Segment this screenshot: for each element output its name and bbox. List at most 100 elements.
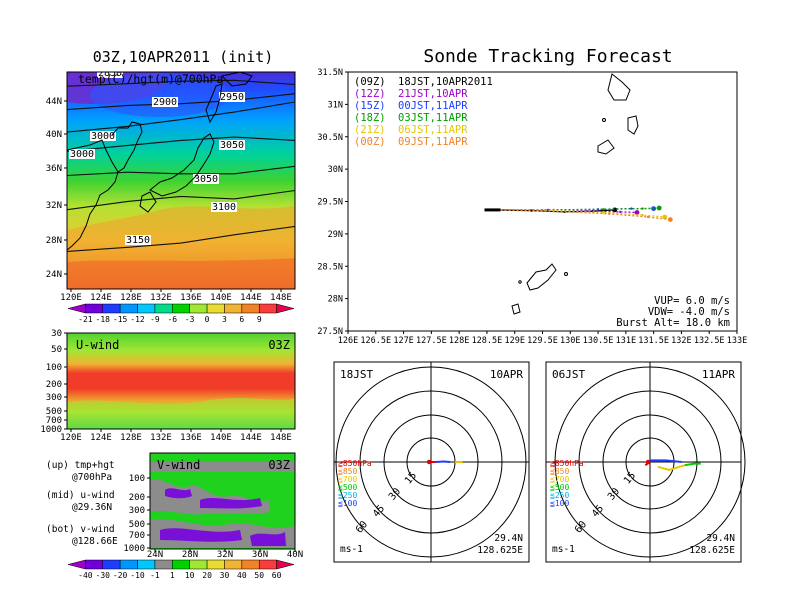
- colorbar-swatch: [154, 559, 173, 570]
- lon-tick-label: 144E: [240, 293, 262, 303]
- contour-label-bg: [211, 202, 237, 212]
- lon-tick-label: 127.5E: [416, 336, 447, 346]
- contour-label: 3050: [194, 174, 218, 185]
- v-wind-purple-patches: [160, 488, 286, 546]
- contour-label: 3000: [70, 149, 94, 160]
- u-wind-label: U-wind: [76, 338, 119, 352]
- polar-unit: ms-1: [552, 544, 575, 555]
- polar-lat: 29.4N: [494, 533, 523, 544]
- colorbar-swatch: [85, 303, 104, 314]
- param-line: VUP= 6.0 m/s: [654, 295, 730, 307]
- colorbar-swatch: [241, 559, 260, 570]
- u-y-tick-label: 50: [51, 345, 62, 355]
- lon-tick-label: 132.5E: [694, 336, 725, 346]
- contour-label: 3100: [212, 202, 236, 213]
- note-line1: (up) tmp+hgt: [46, 460, 115, 471]
- track-point: [646, 215, 650, 219]
- contour-label: 3000: [91, 131, 115, 142]
- tracking-legend: (09Z) 18JST,10APR2011 (12Z) 21JST,10APR (15Z…: [354, 76, 493, 148]
- colorbar-swatch: [206, 559, 225, 570]
- level-label: ≦100: [550, 499, 569, 508]
- left-panel-title: 03Z,10APR2011 (init): [93, 48, 274, 66]
- level-label: ≦500: [550, 483, 569, 492]
- contour-label-bg: [219, 140, 245, 150]
- v-y-tick-label: 500: [129, 520, 145, 530]
- level-label: ≦850: [550, 467, 569, 476]
- lon-tick-label: 124E: [90, 293, 112, 303]
- lat-tick-label: 28N: [46, 236, 62, 246]
- colorbar-swatch: [258, 303, 277, 314]
- lat-tick-label: 31.5N: [317, 68, 343, 78]
- colorbar-swatch: [137, 559, 156, 570]
- lon-tick-label: 148E: [270, 293, 292, 303]
- u-x-tick-label: 124E: [90, 433, 112, 443]
- lon-tick-label: 136E: [180, 293, 202, 303]
- contour-line: [67, 93, 295, 111]
- u-wind-time: 03Z: [268, 338, 290, 352]
- panel-notes: (up) tmp+hgt@700hPa (mid) u-wind@29.36N (b…: [46, 460, 118, 547]
- level-label: ≦250: [338, 491, 357, 500]
- lat-tick-label: 24N: [46, 270, 62, 280]
- colorbar-label: 9: [257, 315, 262, 324]
- legend-code: (18Z): [354, 112, 386, 124]
- colorbar-swatch: [102, 559, 121, 570]
- lon-tick-label: 128E: [120, 293, 142, 303]
- lat-tick-label: 31N: [328, 100, 343, 110]
- note-line1: (mid) u-wind: [46, 490, 115, 501]
- v-x-tick-label: 28N: [182, 550, 198, 560]
- contour-label: 2950: [220, 92, 244, 103]
- contour-label-bg: [125, 235, 151, 245]
- lat-tick-label: 27.5N: [317, 327, 343, 337]
- u-wind-x-ticks: 120E 124E 128E 132E 136E 140E 144E 148E: [60, 429, 292, 443]
- u-x-tick-label: 144E: [240, 433, 262, 443]
- lat-tick-label: 29.5N: [317, 198, 343, 208]
- tracking-lon-ticks: 126E 126.5E 127E 127.5E 128E 128.5E 129E 129.5E…: [338, 331, 747, 346]
- lon-tick-label: 131E: [616, 336, 636, 346]
- u-y-tick-label: 1000: [40, 425, 62, 435]
- lon-tick-label: 133E: [727, 336, 747, 346]
- hodograph-trace: [435, 460, 451, 463]
- u-x-tick-label: 128E: [120, 433, 142, 443]
- track-point: [552, 210, 555, 213]
- u-x-tick-label: 148E: [270, 433, 292, 443]
- v-wind-label: V-wind: [157, 458, 200, 472]
- hodograph-origin: [426, 459, 432, 465]
- lon-tick-label: 127E: [393, 336, 413, 346]
- v-y-tick-label: 100: [129, 474, 145, 484]
- param-line: Burst Alt= 18.0 km: [616, 317, 730, 329]
- colorbar-label: -30: [96, 571, 111, 580]
- colorbar-label: 20: [202, 571, 212, 580]
- tracking-coastlines: [511, 73, 639, 315]
- colorbar-swatch: [189, 303, 208, 314]
- hodograph-trace: [650, 459, 682, 463]
- colorbar-label: 3: [222, 315, 227, 324]
- track-point: [656, 205, 662, 211]
- tracking-title: Sonde Tracking Forecast: [423, 46, 672, 67]
- legend-time: 21JST,10APR: [398, 88, 468, 100]
- v-wind-x-ticks: 24N 28N 32N 36N 40N: [147, 549, 303, 560]
- track-point: [619, 210, 622, 214]
- launch-marker: [484, 208, 501, 212]
- tracking-lat-ticks: 31.5N 31N 30.5N 30N 29.5N 29N 28.5N 28N 27.5N: [317, 68, 348, 337]
- lat-tick-label: 40N: [46, 130, 62, 140]
- polar-time: 18JST: [340, 368, 373, 381]
- lon-tick-label: 129E: [504, 336, 524, 346]
- colorbar-swatch: [241, 303, 260, 314]
- colorbar-label: 30: [220, 571, 230, 580]
- legend-time: 03JST,11APR: [398, 112, 468, 124]
- u-x-tick-label: 120E: [60, 433, 82, 443]
- level-label: ≦100: [338, 499, 357, 508]
- legend-time: 00JST,11APR: [398, 100, 468, 112]
- contour-label: 2900: [153, 97, 177, 108]
- colorbar-label: 40: [237, 571, 247, 580]
- hodograph-trace: [657, 464, 686, 471]
- track-point: [602, 208, 605, 211]
- level-label: ≧850hPa: [338, 459, 372, 468]
- legend-time: 09JST,11APR: [398, 136, 468, 148]
